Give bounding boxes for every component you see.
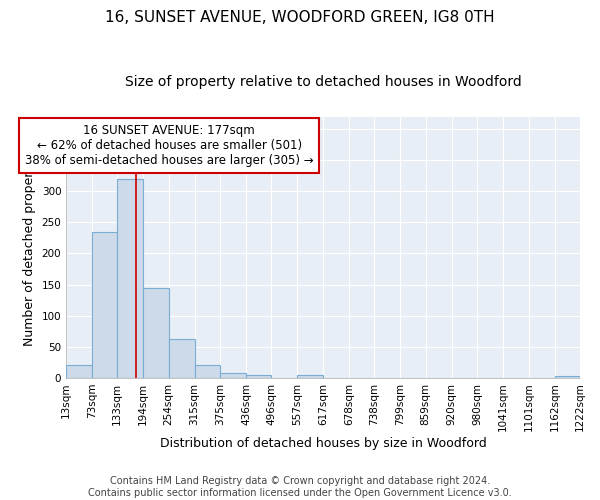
Bar <box>220 373 246 378</box>
Text: 16 SUNSET AVENUE: 177sqm
← 62% of detached houses are smaller (501)
38% of semi-: 16 SUNSET AVENUE: 177sqm ← 62% of detach… <box>25 124 313 167</box>
Bar <box>194 365 220 378</box>
Bar <box>554 376 580 378</box>
Bar <box>169 338 194 378</box>
X-axis label: Distribution of detached houses by size in Woodford: Distribution of detached houses by size … <box>160 437 487 450</box>
Bar <box>143 288 169 378</box>
Bar <box>117 179 143 378</box>
Title: Size of property relative to detached houses in Woodford: Size of property relative to detached ho… <box>125 75 521 89</box>
Bar <box>66 365 92 378</box>
Y-axis label: Number of detached properties: Number of detached properties <box>23 148 36 346</box>
Bar <box>298 374 323 378</box>
Bar <box>246 374 271 378</box>
Text: Contains HM Land Registry data © Crown copyright and database right 2024.
Contai: Contains HM Land Registry data © Crown c… <box>88 476 512 498</box>
Bar <box>92 232 117 378</box>
Text: 16, SUNSET AVENUE, WOODFORD GREEN, IG8 0TH: 16, SUNSET AVENUE, WOODFORD GREEN, IG8 0… <box>105 10 495 25</box>
